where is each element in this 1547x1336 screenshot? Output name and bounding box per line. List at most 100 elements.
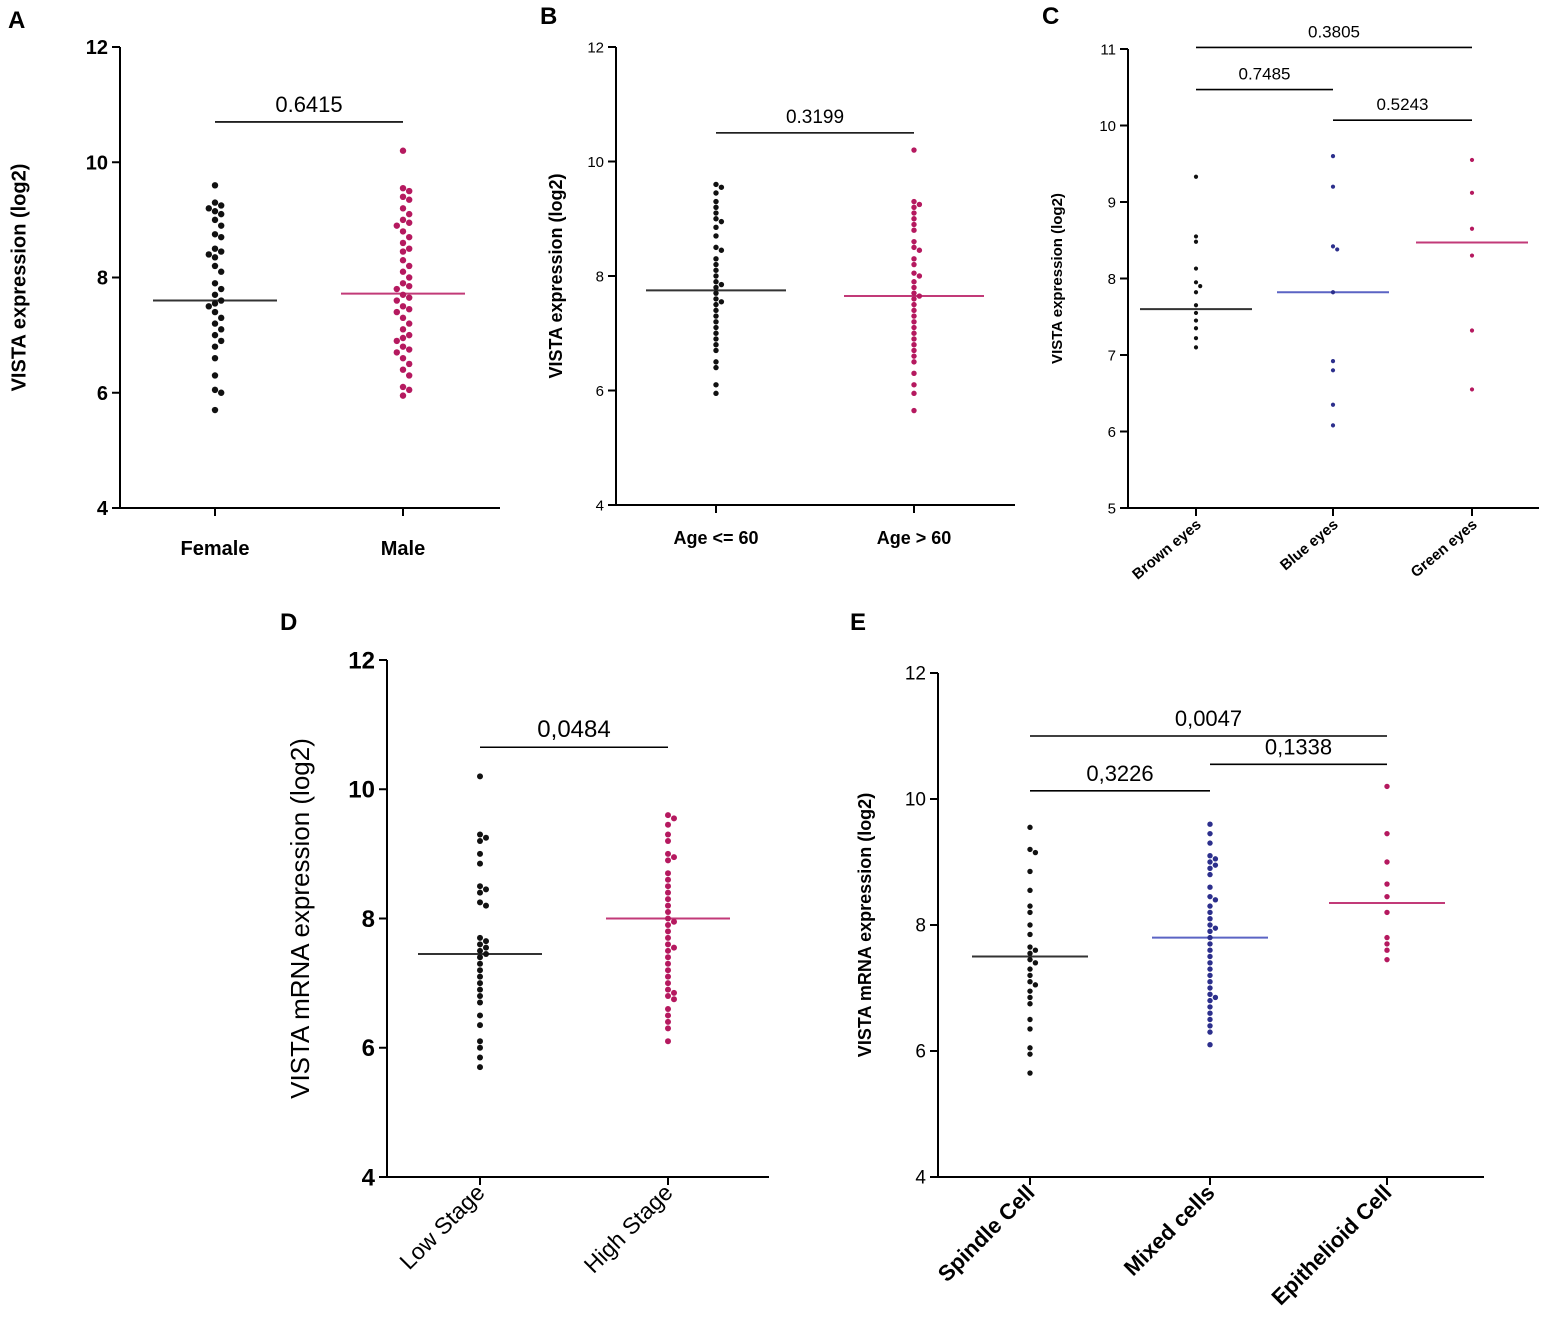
data-point [1027, 994, 1033, 1001]
panel-letter: B [540, 3, 557, 30]
data-point [1193, 239, 1199, 244]
p-value-label: 0.3199 [786, 107, 844, 128]
x-category-label: Age <= 60 [673, 528, 758, 548]
data-point [1027, 909, 1033, 916]
data-point [1330, 154, 1336, 159]
data-point [665, 973, 671, 980]
data-point [1330, 359, 1336, 364]
data-point [713, 382, 719, 388]
data-point [477, 899, 483, 906]
y-tick-label: 10 [587, 154, 604, 171]
data-point [665, 876, 671, 883]
y-tick-label: 8 [1108, 271, 1116, 288]
data-point [916, 247, 923, 253]
data-point [399, 291, 407, 298]
data-point [911, 307, 917, 314]
data-point [211, 291, 219, 298]
data-point [911, 347, 917, 354]
data-point [665, 960, 671, 967]
data-point [1207, 859, 1213, 865]
data-point [1027, 1051, 1033, 1057]
panel-a: A 4 6 8 10 12 VISTA expression (log2) Female Mal… [8, 7, 500, 560]
x-category-label: Age > 60 [877, 528, 952, 548]
data-point [911, 221, 917, 228]
data-point [211, 208, 219, 215]
p-value-label: 0,1338 [1265, 734, 1332, 759]
data-point [1207, 909, 1213, 916]
y-tick-label: 8 [596, 268, 604, 285]
data-point [1207, 934, 1213, 941]
data-point [406, 282, 413, 290]
data-point [911, 296, 917, 302]
data-point [477, 1044, 483, 1051]
data-point [211, 199, 219, 206]
y-tick-label: 10 [905, 790, 926, 811]
data-point [713, 279, 719, 285]
data-point [1207, 997, 1213, 1004]
data-point [211, 245, 219, 252]
data-point [1193, 326, 1199, 331]
data-point [477, 999, 483, 1006]
data-point [1212, 925, 1219, 931]
data-point [916, 273, 923, 279]
data-point [1027, 944, 1033, 950]
data-point [211, 320, 219, 327]
data-point [218, 337, 225, 345]
data-point [911, 244, 917, 251]
data-point [406, 233, 413, 241]
p-value-label: 0.3805 [1308, 22, 1360, 41]
data-point [1330, 368, 1336, 373]
data-point [1207, 884, 1213, 890]
data-point [665, 831, 671, 838]
data-point [1207, 830, 1213, 837]
data-point [1027, 931, 1033, 938]
data-point [665, 850, 671, 857]
data-point [406, 187, 413, 195]
data-point [911, 353, 917, 359]
data-point [211, 280, 219, 287]
y-tick-label: 11 [1100, 41, 1116, 58]
y-tick-label: 6 [596, 383, 604, 400]
data-point [211, 343, 219, 350]
x-category-label: Green eyes [1408, 516, 1481, 581]
data-point [911, 370, 917, 377]
data-point [1207, 893, 1213, 900]
data-point [406, 346, 413, 353]
data-point [665, 857, 671, 864]
data-point [205, 303, 212, 310]
data-point [911, 204, 917, 210]
data-point [1207, 960, 1213, 966]
y-tick-label: 10 [348, 777, 375, 804]
data-point [713, 224, 719, 231]
data-point [218, 297, 225, 304]
data-point [399, 147, 407, 154]
data-point [1193, 174, 1199, 179]
data-point [477, 973, 483, 980]
data-point [218, 248, 225, 255]
data-point [713, 210, 719, 216]
data-point [399, 303, 407, 310]
data-point [399, 314, 407, 322]
data-point [1469, 226, 1475, 231]
data-point [713, 181, 719, 188]
y-tick-label: 6 [915, 1042, 926, 1063]
data-point [211, 182, 219, 189]
x-category-label: Low Stage [394, 1179, 489, 1274]
data-point [211, 308, 219, 316]
y-tick-label: 8 [362, 906, 375, 933]
data-point [1027, 966, 1033, 972]
data-point [713, 336, 719, 342]
data-point [1027, 979, 1033, 985]
data-point [1384, 909, 1390, 916]
data-point [399, 392, 407, 399]
data-point [1027, 824, 1033, 831]
data-point [1193, 280, 1199, 285]
data-point [713, 233, 719, 239]
data-point [1027, 1045, 1033, 1051]
data-point [911, 198, 917, 205]
data-point [713, 347, 719, 354]
data-point [1212, 856, 1219, 862]
x-category-label: Male [381, 538, 425, 560]
data-point [1027, 950, 1033, 957]
